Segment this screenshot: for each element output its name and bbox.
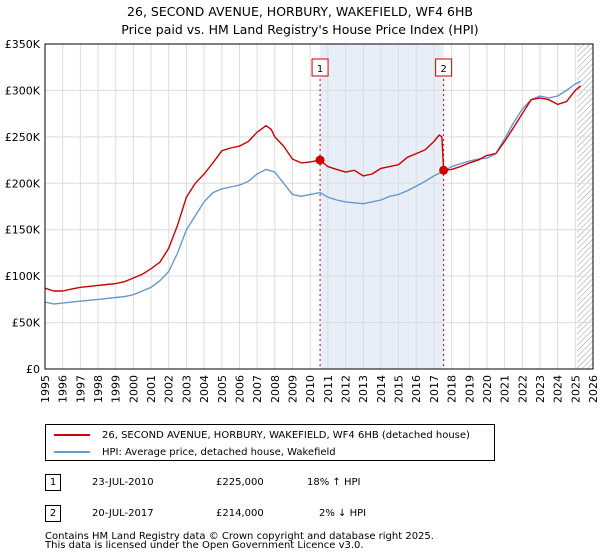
x-tick-label: 2024 (552, 375, 565, 403)
x-tick-label: 2019 (463, 375, 476, 403)
chart-area: £0 £50K £100K £150K £200K £250K £300K £350K 1995… (5, 38, 600, 403)
x-tick-label: 1996 (57, 375, 70, 403)
sale-row-1: 1 23-JUL-2010 £225,000 18% ↑ HPI (45, 474, 545, 492)
x-tick-label: 2022 (516, 375, 529, 403)
x-tick-label: 2010 (304, 375, 317, 403)
x-tick-label: 2004 (198, 375, 211, 403)
sale-price: £214,000 (216, 508, 264, 519)
legend-label-hpi: HPI: Average price, detached house, Wake… (102, 446, 336, 458)
legend: 26, SECOND AVENUE, HORBURY, WAKEFIELD, W… (45, 424, 495, 461)
x-tick-label: 2009 (286, 375, 299, 403)
sale-label-box (435, 58, 453, 77)
x-tick-label: 1999 (110, 375, 123, 403)
sale-period-highlight (320, 44, 444, 369)
x-tick-label: 2003 (180, 375, 193, 403)
x-tick-label: 2018 (446, 375, 459, 403)
y-tick-label: £250K (5, 131, 41, 144)
legend-item-hpi: HPI: Average price, detached house, Wake… (54, 444, 336, 460)
x-tick-label: 2005 (216, 375, 229, 403)
sale-row-2: 2 20-JUL-2017 £214,000 2% ↓ HPI (45, 505, 545, 523)
legend-line-hpi (54, 451, 90, 453)
x-tick-label: 2006 (233, 375, 246, 403)
chart-subtitle: Price paid vs. HM Land Registry's House … (121, 22, 479, 37)
x-tick-label: 2011 (322, 375, 335, 403)
sale-label-box (311, 58, 329, 77)
plot-background (45, 44, 593, 369)
footer-licence: This data is licensed under the Open Gov… (45, 540, 364, 551)
chart-title: 26, SECOND AVENUE, HORBURY, WAKEFIELD, W… (127, 4, 473, 19)
sale-date: 23-JUL-2010 (92, 477, 154, 488)
x-tick-label: 2025 (569, 375, 582, 403)
sale-date: 20-JUL-2017 (92, 508, 154, 519)
sale-point (439, 165, 449, 175)
sale-hpi-change: 18% ↑ HPI (307, 477, 361, 488)
y-tick-label: £200K (5, 177, 41, 190)
y-tick-label: £350K (5, 38, 41, 51)
footer-copyright: Contains HM Land Registry data © Crown c… (45, 531, 434, 542)
x-tick-label: 2021 (499, 375, 512, 403)
sale-price: £225,000 (216, 477, 264, 488)
y-tick-label: £50K (12, 317, 41, 330)
x-tick-label: 2015 (393, 375, 406, 403)
x-tick-label: 2008 (269, 375, 282, 403)
sale-label-number: 1 (317, 64, 323, 75)
sale-point (315, 155, 325, 165)
plot-frame (44, 43, 594, 370)
x-tick-label: 2026 (587, 375, 600, 403)
x-tick-label: 2023 (534, 375, 547, 403)
x-tick-label: 2012 (340, 375, 353, 403)
y-tick-label: £300K (5, 84, 41, 97)
forecast-hatch (577, 44, 593, 369)
x-tick-label: 2000 (127, 375, 140, 403)
x-tick-label: 2002 (163, 375, 176, 403)
sale-marker-box: 2 (45, 505, 61, 522)
x-tick-label: 2013 (357, 375, 370, 403)
x-tick-label: 2017 (428, 375, 441, 403)
x-tick-label: 1998 (92, 375, 105, 403)
x-tick-label: 2014 (375, 375, 388, 403)
legend-line-property (54, 434, 90, 436)
sale-label-number: 2 (440, 64, 446, 75)
x-tick-label: 2001 (145, 375, 158, 403)
legend-item-property: 26, SECOND AVENUE, HORBURY, WAKEFIELD, W… (54, 427, 470, 443)
sale-hpi-change: 2% ↓ HPI (319, 508, 367, 519)
legend-label-property: 26, SECOND AVENUE, HORBURY, WAKEFIELD, W… (102, 429, 470, 441)
x-tick-label: 2016 (410, 375, 423, 403)
sale-marker-box: 1 (45, 474, 61, 491)
y-tick-label: £150K (5, 224, 41, 237)
x-tick-label: 1995 (39, 375, 52, 403)
y-tick-label: £0 (26, 363, 40, 376)
y-tick-label: £100K (5, 270, 41, 283)
x-tick-label: 2020 (481, 375, 494, 403)
x-tick-label: 2007 (251, 375, 264, 403)
x-tick-label: 1997 (74, 375, 87, 403)
